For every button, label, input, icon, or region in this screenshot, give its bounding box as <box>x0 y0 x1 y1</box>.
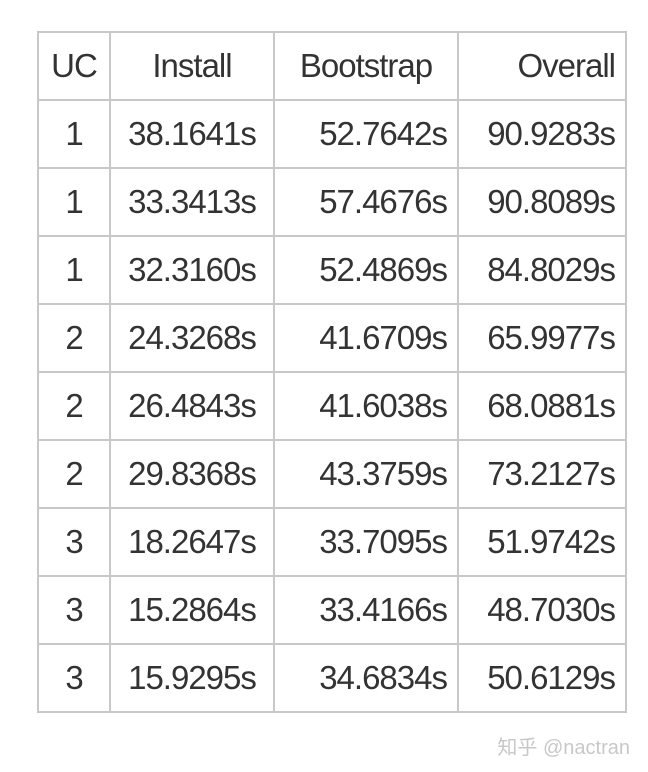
table-row: 2 29.8368s 43.3759s 73.2127s <box>37 439 627 509</box>
cell-install: 15.2864s <box>109 575 275 645</box>
cell-install: 29.8368s <box>109 439 275 509</box>
cell-overall: 84.8029s <box>457 235 627 305</box>
table-row: 3 18.2647s 33.7095s 51.9742s <box>37 507 627 577</box>
cell-bootstrap: 41.6709s <box>273 303 459 373</box>
cell-bootstrap: 52.7642s <box>273 99 459 169</box>
cell-install: 26.4843s <box>109 371 275 441</box>
cell-overall: 65.9977s <box>457 303 627 373</box>
header-install: Install <box>109 31 275 101</box>
table-row: 1 38.1641s 52.7642s 90.9283s <box>37 99 627 169</box>
table-row: 1 32.3160s 52.4869s 84.8029s <box>37 235 627 305</box>
watermark: 知乎 @nactran <box>497 737 630 759</box>
cell-bootstrap: 34.6834s <box>273 643 459 713</box>
results-table: UC Install Bootstrap Overall 1 38.1641s 52… <box>37 31 627 713</box>
cell-uc: 1 <box>37 235 111 305</box>
header-overall: Overall <box>457 31 627 101</box>
cell-overall: 90.9283s <box>457 99 627 169</box>
header-uc: UC <box>37 31 111 101</box>
cell-overall: 50.6129s <box>457 643 627 713</box>
header-row: UC Install Bootstrap Overall <box>37 31 627 101</box>
cell-install: 33.3413s <box>109 167 275 237</box>
cell-bootstrap: 52.4869s <box>273 235 459 305</box>
cell-uc: 2 <box>37 439 111 509</box>
cell-overall: 73.2127s <box>457 439 627 509</box>
table-row: 3 15.2864s 33.4166s 48.7030s <box>37 575 627 645</box>
cell-install: 38.1641s <box>109 99 275 169</box>
cell-bootstrap: 41.6038s <box>273 371 459 441</box>
table-row: 2 26.4843s 41.6038s 68.0881s <box>37 371 627 441</box>
cell-uc: 2 <box>37 371 111 441</box>
cell-uc: 3 <box>37 507 111 577</box>
table-row: 2 24.3268s 41.6709s 65.9977s <box>37 303 627 373</box>
cell-bootstrap: 33.4166s <box>273 575 459 645</box>
cell-overall: 51.9742s <box>457 507 627 577</box>
cell-install: 24.3268s <box>109 303 275 373</box>
cell-bootstrap: 33.7095s <box>273 507 459 577</box>
cell-overall: 48.7030s <box>457 575 627 645</box>
cell-uc: 3 <box>37 643 111 713</box>
cell-bootstrap: 43.3759s <box>273 439 459 509</box>
cell-uc: 1 <box>37 167 111 237</box>
cell-install: 32.3160s <box>109 235 275 305</box>
cell-uc: 2 <box>37 303 111 373</box>
table-row: 3 15.9295s 34.6834s 50.6129s <box>37 643 627 713</box>
cell-bootstrap: 57.4676s <box>273 167 459 237</box>
cell-overall: 90.8089s <box>457 167 627 237</box>
cell-uc: 3 <box>37 575 111 645</box>
cell-install: 18.2647s <box>109 507 275 577</box>
cell-uc: 1 <box>37 99 111 169</box>
cell-install: 15.9295s <box>109 643 275 713</box>
header-bootstrap: Bootstrap <box>273 31 459 101</box>
table-row: 1 33.3413s 57.4676s 90.8089s <box>37 167 627 237</box>
cell-overall: 68.0881s <box>457 371 627 441</box>
